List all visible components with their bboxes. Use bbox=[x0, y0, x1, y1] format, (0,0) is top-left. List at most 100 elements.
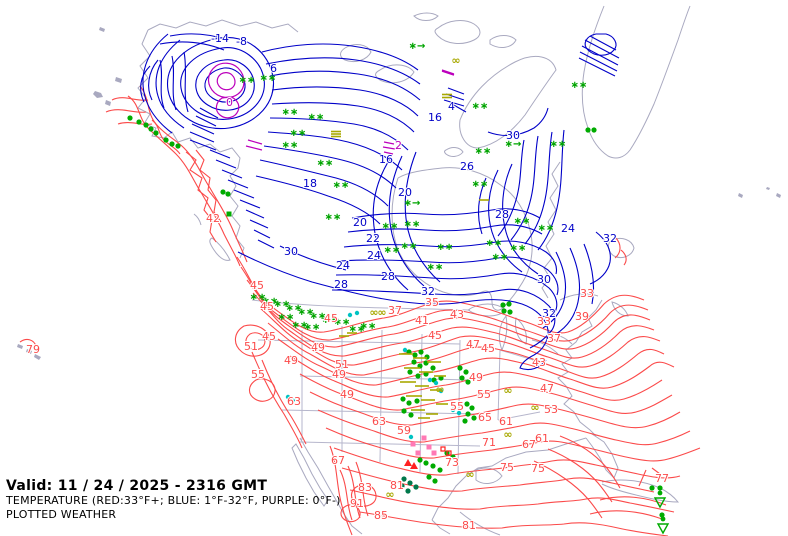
contour-label: 67 bbox=[522, 438, 536, 451]
snow-icon: ∗∗ bbox=[571, 80, 588, 91]
contour-label: 51 bbox=[244, 340, 258, 353]
snow-icon: ∗∗ bbox=[475, 146, 492, 157]
snow-icon: ∗∗ bbox=[278, 312, 295, 323]
snow-icon: ∗∗ bbox=[274, 299, 291, 310]
rain-dot-icon bbox=[412, 352, 418, 358]
contour-label: 71 bbox=[482, 436, 496, 449]
contour-label: 42 bbox=[206, 212, 220, 225]
snow-arrow-icon: ∗→ bbox=[404, 198, 421, 209]
snow-icon: ∗∗ bbox=[286, 303, 303, 314]
snow-icon: ∗∗ bbox=[550, 139, 567, 150]
contour-label: 20 bbox=[353, 216, 367, 229]
green-square-icon bbox=[226, 211, 232, 217]
heavy-rain-dot-icon bbox=[399, 483, 405, 489]
haze-icon: ∞ bbox=[369, 306, 378, 319]
map-footer: Valid: 11 / 24 / 2025 - 2316 GMT TEMPERA… bbox=[6, 479, 341, 521]
rain-dot-icon bbox=[163, 137, 169, 143]
contour-label: 45 bbox=[260, 300, 274, 313]
freezing-precip-icon bbox=[431, 450, 437, 456]
contour-label: 49 bbox=[469, 371, 483, 384]
contour-label: 49 bbox=[311, 341, 325, 354]
snow-icon: ∗∗ bbox=[310, 311, 327, 322]
storm-triangle-icon bbox=[410, 462, 418, 469]
contour-label: -8 bbox=[236, 35, 247, 48]
snow-icon: ∗∗ bbox=[538, 223, 555, 234]
contour-label: 16 bbox=[428, 111, 442, 124]
contour-label: 91 bbox=[350, 497, 364, 510]
contour-label: 79 bbox=[26, 343, 40, 356]
heavy-rain-dot-icon bbox=[405, 488, 411, 494]
rain-dot-icon bbox=[657, 485, 663, 491]
contour-label: 26 bbox=[460, 160, 474, 173]
snow-icon: ∗∗ bbox=[298, 307, 315, 318]
rain-dot-icon bbox=[649, 485, 655, 491]
rain-dot-icon bbox=[225, 191, 231, 197]
snow-icon: ∗∗ bbox=[325, 212, 342, 223]
mixed-precip-dot-icon bbox=[427, 377, 433, 383]
contour-label: 61 bbox=[499, 415, 513, 428]
contour-label: 63 bbox=[287, 395, 301, 408]
snow-icon: ∗∗ bbox=[290, 128, 307, 139]
rain-dot-icon bbox=[464, 401, 470, 407]
contour-label: 2 bbox=[395, 139, 402, 152]
weather-bar-icon bbox=[442, 71, 454, 75]
contour-label: 53 bbox=[544, 403, 558, 416]
contour-label: 61 bbox=[535, 432, 549, 445]
rain-dot-icon bbox=[423, 360, 429, 366]
contour-label: 51 bbox=[335, 358, 349, 371]
mixed-precip-dot-icon bbox=[408, 434, 414, 440]
contour-label: 30 bbox=[284, 245, 298, 258]
contour-label: 43 bbox=[450, 308, 464, 321]
contour-label: 55 bbox=[251, 368, 265, 381]
contour-label: -14 bbox=[211, 32, 229, 45]
contour-label: 55 bbox=[477, 388, 491, 401]
haze-icon: ∞ bbox=[465, 468, 474, 481]
freezing-precip-icon bbox=[415, 450, 421, 456]
rain-dot-icon bbox=[506, 301, 512, 307]
heavy-rain-dot-icon bbox=[401, 476, 407, 482]
rain-dot-icon bbox=[408, 412, 414, 418]
snow-icon: ∗∗ bbox=[333, 180, 350, 191]
contour-label: 24 bbox=[336, 259, 350, 272]
contour-label: 0 bbox=[226, 96, 233, 109]
mixed-precip-dot-icon bbox=[290, 397, 296, 403]
freezing-precip-icon bbox=[421, 435, 427, 441]
contour-label: 39 bbox=[575, 310, 589, 323]
contour-label: 28 bbox=[334, 278, 348, 291]
snow-icon: ∗∗ bbox=[492, 252, 509, 263]
snow-icon: ∗∗ bbox=[308, 112, 325, 123]
rain-dot-icon bbox=[507, 309, 513, 315]
coastlines bbox=[17, 6, 781, 535]
state-borders bbox=[252, 300, 540, 474]
rain-dot-icon bbox=[153, 130, 159, 136]
shower-dot-icon bbox=[657, 490, 663, 496]
contour-label: 45 bbox=[262, 330, 276, 343]
subzero-isotherms bbox=[209, 63, 454, 154]
snow-icon: ∗∗ bbox=[437, 242, 454, 253]
freezing-precip-icon bbox=[426, 444, 432, 450]
rain-dot-icon bbox=[457, 365, 463, 371]
rain-dot-icon bbox=[423, 460, 429, 466]
contour-label: 73 bbox=[445, 456, 459, 469]
rain-dot-icon bbox=[465, 411, 471, 417]
rain-dot-icon bbox=[450, 454, 456, 460]
haze-icon: ∞ bbox=[530, 401, 539, 414]
contour-label: 28 bbox=[381, 270, 395, 283]
rain-dot-icon bbox=[430, 463, 436, 469]
contour-label: 45 bbox=[428, 329, 442, 342]
rain-dot-icon bbox=[501, 308, 507, 314]
shower-dot-icon bbox=[660, 516, 666, 522]
snow-icon: ∗∗ bbox=[384, 245, 401, 256]
cold-isotherms bbox=[141, 34, 619, 370]
contour-label: 22 bbox=[366, 232, 380, 245]
snow-icon: ∗∗ bbox=[239, 75, 256, 86]
snow-icon: ∗∗ bbox=[282, 107, 299, 118]
contour-label: 37 bbox=[547, 332, 561, 345]
contour-label: 28 bbox=[495, 208, 509, 221]
rain-dot-icon bbox=[414, 398, 420, 404]
snow-icon: ∗∗ bbox=[360, 321, 377, 332]
rain-dot-icon bbox=[400, 396, 406, 402]
freezing-precip-icon bbox=[410, 441, 416, 447]
contour-label: 32 bbox=[603, 232, 617, 245]
contour-label: 4 bbox=[448, 100, 455, 113]
